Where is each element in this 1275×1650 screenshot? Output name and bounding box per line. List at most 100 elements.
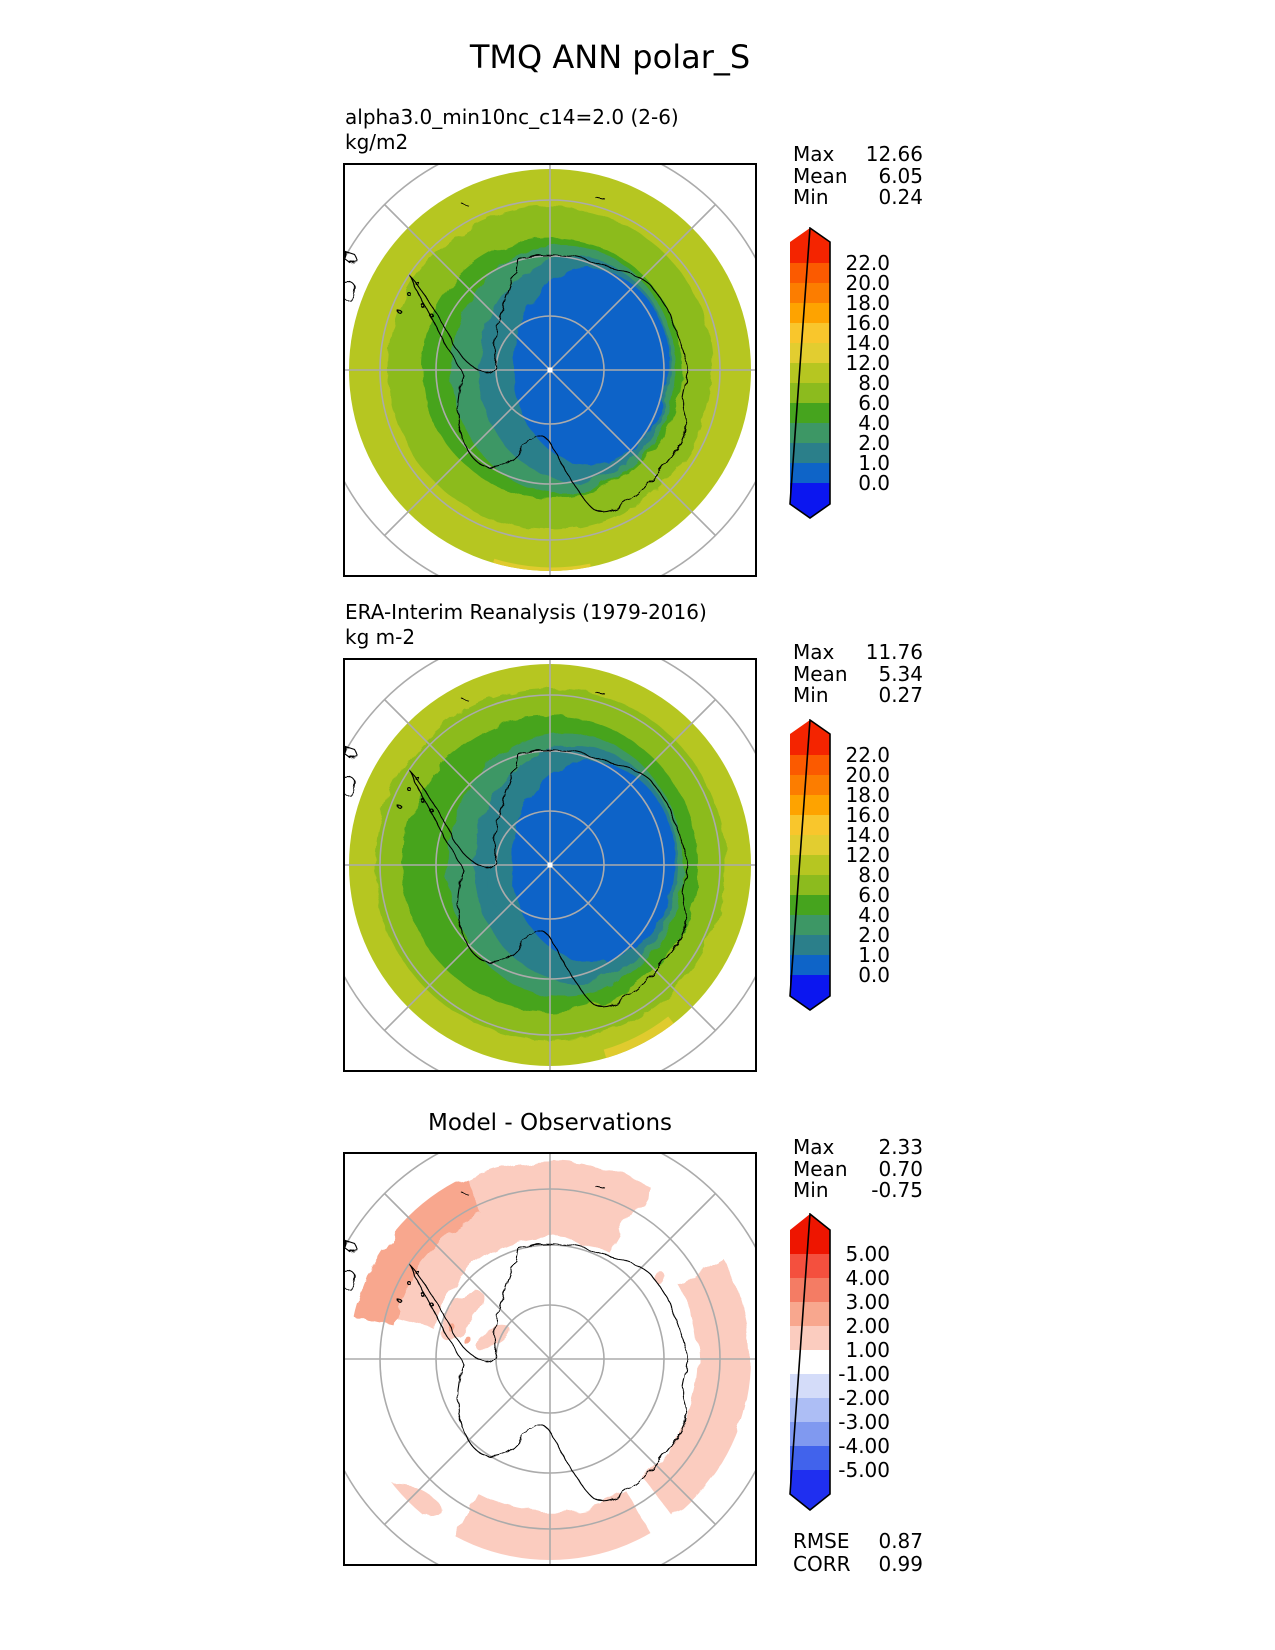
colorbar-segment: [790, 815, 830, 836]
colorbar-cap-top: [790, 1214, 830, 1254]
colorbar-tick-label: 22.0: [845, 251, 890, 275]
colorbar-outline: [789, 719, 831, 1011]
colorbar-segment: [790, 835, 830, 856]
colorbar-diff: 5.004.003.002.001.00-1.00-2.00-3.00-4.00…: [789, 1213, 890, 1511]
stat-label: Min: [793, 1178, 829, 1202]
contour-band: [511, 762, 675, 962]
colorbar-tick-label: 4.00: [845, 1266, 890, 1290]
colorbar-cap-bottom: [790, 975, 830, 1010]
stat-label: Mean: [793, 661, 848, 686]
colorbar-segment: [790, 323, 830, 344]
colorbar-segment: [790, 795, 830, 816]
panel2-stats: Max 11.76 Mean 5.34 Min 0.27: [793, 640, 923, 707]
stat-label: Max: [793, 142, 835, 166]
colorbar-tick-label: -4.00: [838, 1434, 890, 1458]
colorbar-tick-label: 12.0: [845, 843, 890, 867]
colorbar-segment: [790, 1350, 830, 1375]
colorbar-segment: [790, 363, 830, 384]
colorbar-tick-label: 2.0: [858, 431, 890, 455]
colorbar-segment: [790, 403, 830, 424]
colorbar-segment: [790, 1422, 830, 1447]
colorbar-tick-label: -3.00: [838, 1410, 890, 1434]
colorbar-tick-label: 4.0: [858, 411, 890, 435]
stat-label: Min: [793, 683, 829, 707]
diff-positive-patch: [452, 1490, 654, 1560]
stat-label: RMSE: [793, 1529, 850, 1553]
stat-value: 0.99: [878, 1552, 923, 1576]
colorbar-segment: [790, 755, 830, 776]
colorbar-tick-label: 8.0: [858, 371, 890, 395]
colorbar-tick-label: 0.0: [858, 471, 890, 495]
colorbar-tick-label: 20.0: [845, 271, 890, 295]
colorbar-tick-label: 16.0: [845, 311, 890, 335]
stat-label: Max: [793, 640, 835, 664]
colorbar-cap-bottom: [790, 1470, 830, 1510]
stat-value: 6.05: [878, 163, 923, 188]
figure-title: TMQ ANN polar_S: [469, 38, 751, 76]
colorbar-segment: [790, 383, 830, 404]
panel2-header: ERA-Interim Reanalysis (1979-2016) kg m-…: [345, 600, 707, 650]
stat-row: Max 12.66: [793, 142, 923, 166]
panel1-stats: Max 12.66 Mean 6.05 Min 0.24: [793, 142, 923, 209]
colorbar-segment: [790, 343, 830, 364]
stat-value: 5.34: [878, 661, 923, 686]
colorbar-tick-label: -2.00: [838, 1386, 890, 1410]
colorbar-segment: [790, 303, 830, 324]
stat-row: Max 11.76: [793, 640, 923, 664]
stat-row: CORR 0.99: [793, 1553, 923, 1576]
colorbar-tick-label: 22.0: [845, 743, 890, 767]
colorbar-tick-label: 1.0: [858, 943, 890, 967]
stat-row: Min 0.27: [793, 683, 923, 707]
colorbar-segment: [790, 283, 830, 304]
colorbar-tick-label: 6.0: [858, 391, 890, 415]
stat-row: Mean 5.34: [793, 661, 923, 686]
colorbar-tick-label: 1.0: [858, 451, 890, 475]
diff-map-field: [353, 1159, 751, 1560]
panel2-subtitle: ERA-Interim Reanalysis (1979-2016): [345, 600, 707, 624]
stat-value: 0.87: [878, 1529, 923, 1553]
colorbar-tick-label: 4.0: [858, 903, 890, 927]
panel3-stats: Max 2.33 Mean 0.70 Min -0.75: [793, 1135, 923, 1202]
model-map: [343, 163, 757, 577]
colorbar-tick-label: 1.00: [845, 1338, 890, 1362]
colorbar-segment: [790, 263, 830, 284]
obs-map: [343, 658, 757, 1072]
colorbar-segment: [790, 955, 830, 976]
colorbar-obs: 22.020.018.016.014.012.08.06.04.02.01.00…: [789, 719, 890, 1011]
colorbar-segment: [790, 463, 830, 484]
colorbar-tick-label: 3.00: [845, 1290, 890, 1314]
panel3-title: Model - Observations: [427, 1110, 672, 1136]
colorbar-segment: [790, 1278, 830, 1303]
colorbar-segment: [790, 935, 830, 956]
panel1-subtitle: alpha3.0_min10nc_c14=2.0 (2-6): [345, 105, 679, 129]
panel3-skill-scores: RMSE 0.87 CORR 0.99: [793, 1530, 923, 1576]
colorbar-segment: [790, 443, 830, 464]
diff-positive-patch: [461, 1334, 469, 1342]
stat-label: Mean: [793, 1156, 848, 1181]
colorbar-segment: [790, 1446, 830, 1471]
stat-label: Max: [793, 1135, 835, 1159]
stat-value: 2.33: [878, 1135, 923, 1159]
stat-row: Max 2.33: [793, 1135, 923, 1159]
colorbar-tick-label: -1.00: [838, 1362, 890, 1386]
stat-row: Min 0.24: [793, 186, 923, 209]
colorbar-cap-top: [790, 228, 830, 263]
colorbar-segment: [790, 915, 830, 936]
diff-positive-patch: [655, 1273, 667, 1285]
panel1-units: kg/m2: [345, 130, 409, 154]
contour-band: [513, 269, 669, 465]
stat-row: Min -0.75: [793, 1178, 923, 1202]
colorbar-tick-label: 0.0: [858, 963, 890, 987]
panel1-header: alpha3.0_min10nc_c14=2.0 (2-6) kg/m2: [345, 105, 679, 155]
stat-value: -0.75: [871, 1178, 923, 1202]
stat-value: 0.70: [878, 1156, 923, 1181]
stat-row: RMSE 0.87: [793, 1530, 923, 1553]
colorbar-segment: [790, 855, 830, 876]
diff-positive-patch: [353, 1176, 484, 1327]
colorbar-outline: [789, 1213, 831, 1511]
colorbar-tick-label: -5.00: [838, 1458, 890, 1482]
map-border: [343, 658, 757, 1072]
colorbar-segment: [790, 1254, 830, 1279]
colorbar-cap-top: [790, 720, 830, 755]
stat-value: 11.76: [865, 640, 923, 664]
